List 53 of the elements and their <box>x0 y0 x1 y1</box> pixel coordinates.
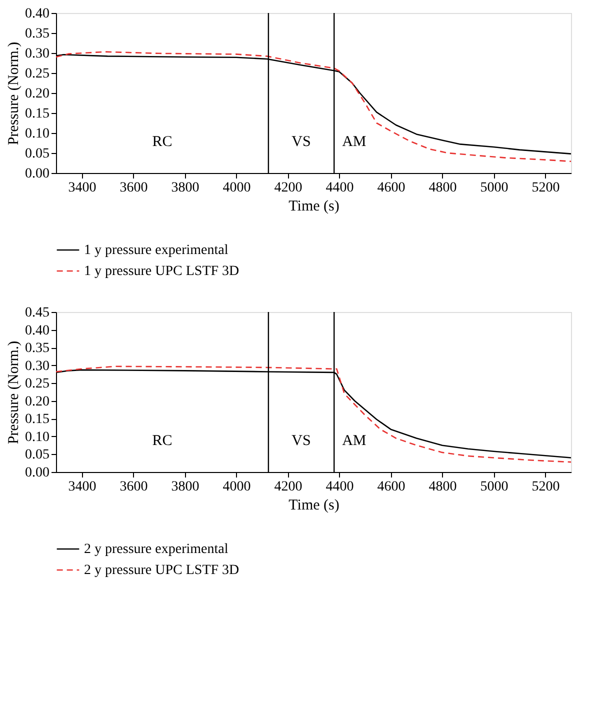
x-tick-label: 4200 <box>274 480 302 494</box>
annotation: VS <box>292 134 311 150</box>
y-axis-title: Pressure (Norm.) <box>6 340 22 444</box>
y-tick-label: 0.10 <box>25 430 50 445</box>
annotation: AM <box>342 134 366 150</box>
x-tick-label: 5000 <box>480 480 508 494</box>
x-tick-label: 4600 <box>377 480 406 494</box>
legend-label: 2 y pressure experimental <box>84 542 228 557</box>
x-tick-label: 3600 <box>120 180 148 196</box>
y-tick-label: 0.15 <box>25 106 50 122</box>
x-tick-label: 3800 <box>171 180 200 196</box>
y-axis-title: Pressure (Norm.) <box>6 42 22 146</box>
annotation: RC <box>152 433 172 449</box>
x-tick-label: 4400 <box>326 480 354 494</box>
y-tick-label: 0.00 <box>25 166 50 182</box>
x-tick-label: 4800 <box>428 180 457 196</box>
y-tick-label: 0.45 <box>25 306 50 320</box>
annotation: AM <box>342 433 366 449</box>
x-axis-title: Time (s) <box>288 198 340 214</box>
y-tick-label: 0.10 <box>25 126 50 142</box>
y-tick-label: 0.05 <box>25 146 50 162</box>
y-tick-label: 0.30 <box>25 358 50 374</box>
x-tick-label: 4200 <box>274 180 302 196</box>
x-tick-label: 3800 <box>171 480 200 494</box>
annotation: VS <box>292 433 311 449</box>
y-tick-label: 0.25 <box>25 376 50 392</box>
x-tick-label: 5200 <box>532 480 560 494</box>
x-tick-label: 5200 <box>532 180 560 196</box>
x-tick-label: 4000 <box>222 180 251 196</box>
x-tick-label: 3400 <box>68 180 96 196</box>
x-tick-label: 4000 <box>222 480 251 494</box>
annotation: RC <box>152 134 172 150</box>
y-tick-label: 0.40 <box>25 323 50 338</box>
x-tick-label: 3600 <box>120 480 148 494</box>
y-tick-label: 0.15 <box>25 412 50 428</box>
y-tick-label: 0.00 <box>25 466 50 480</box>
x-axis-title: Time (s) <box>288 498 340 514</box>
x-tick-label: 4600 <box>377 180 406 196</box>
y-tick-label: 0.40 <box>25 6 50 22</box>
y-tick-label: 0.20 <box>25 394 50 410</box>
x-tick-label: 4400 <box>326 180 354 196</box>
y-tick-label: 0.05 <box>25 448 50 463</box>
legend-label: 1 y pressure UPC LSTF 3D <box>84 264 240 279</box>
legend-label: 1 y pressure experimental <box>84 243 228 258</box>
legend-label: 2 y pressure UPC LSTF 3D <box>84 563 240 578</box>
y-tick-label: 0.20 <box>25 86 50 102</box>
y-tick-label: 0.35 <box>25 341 50 356</box>
y-tick-label: 0.30 <box>25 46 50 62</box>
x-tick-label: 5000 <box>480 180 508 196</box>
y-tick-label: 0.25 <box>25 66 50 82</box>
y-tick-label: 0.35 <box>25 26 50 42</box>
x-tick-label: 4800 <box>428 480 457 494</box>
x-tick-label: 3400 <box>68 480 96 494</box>
